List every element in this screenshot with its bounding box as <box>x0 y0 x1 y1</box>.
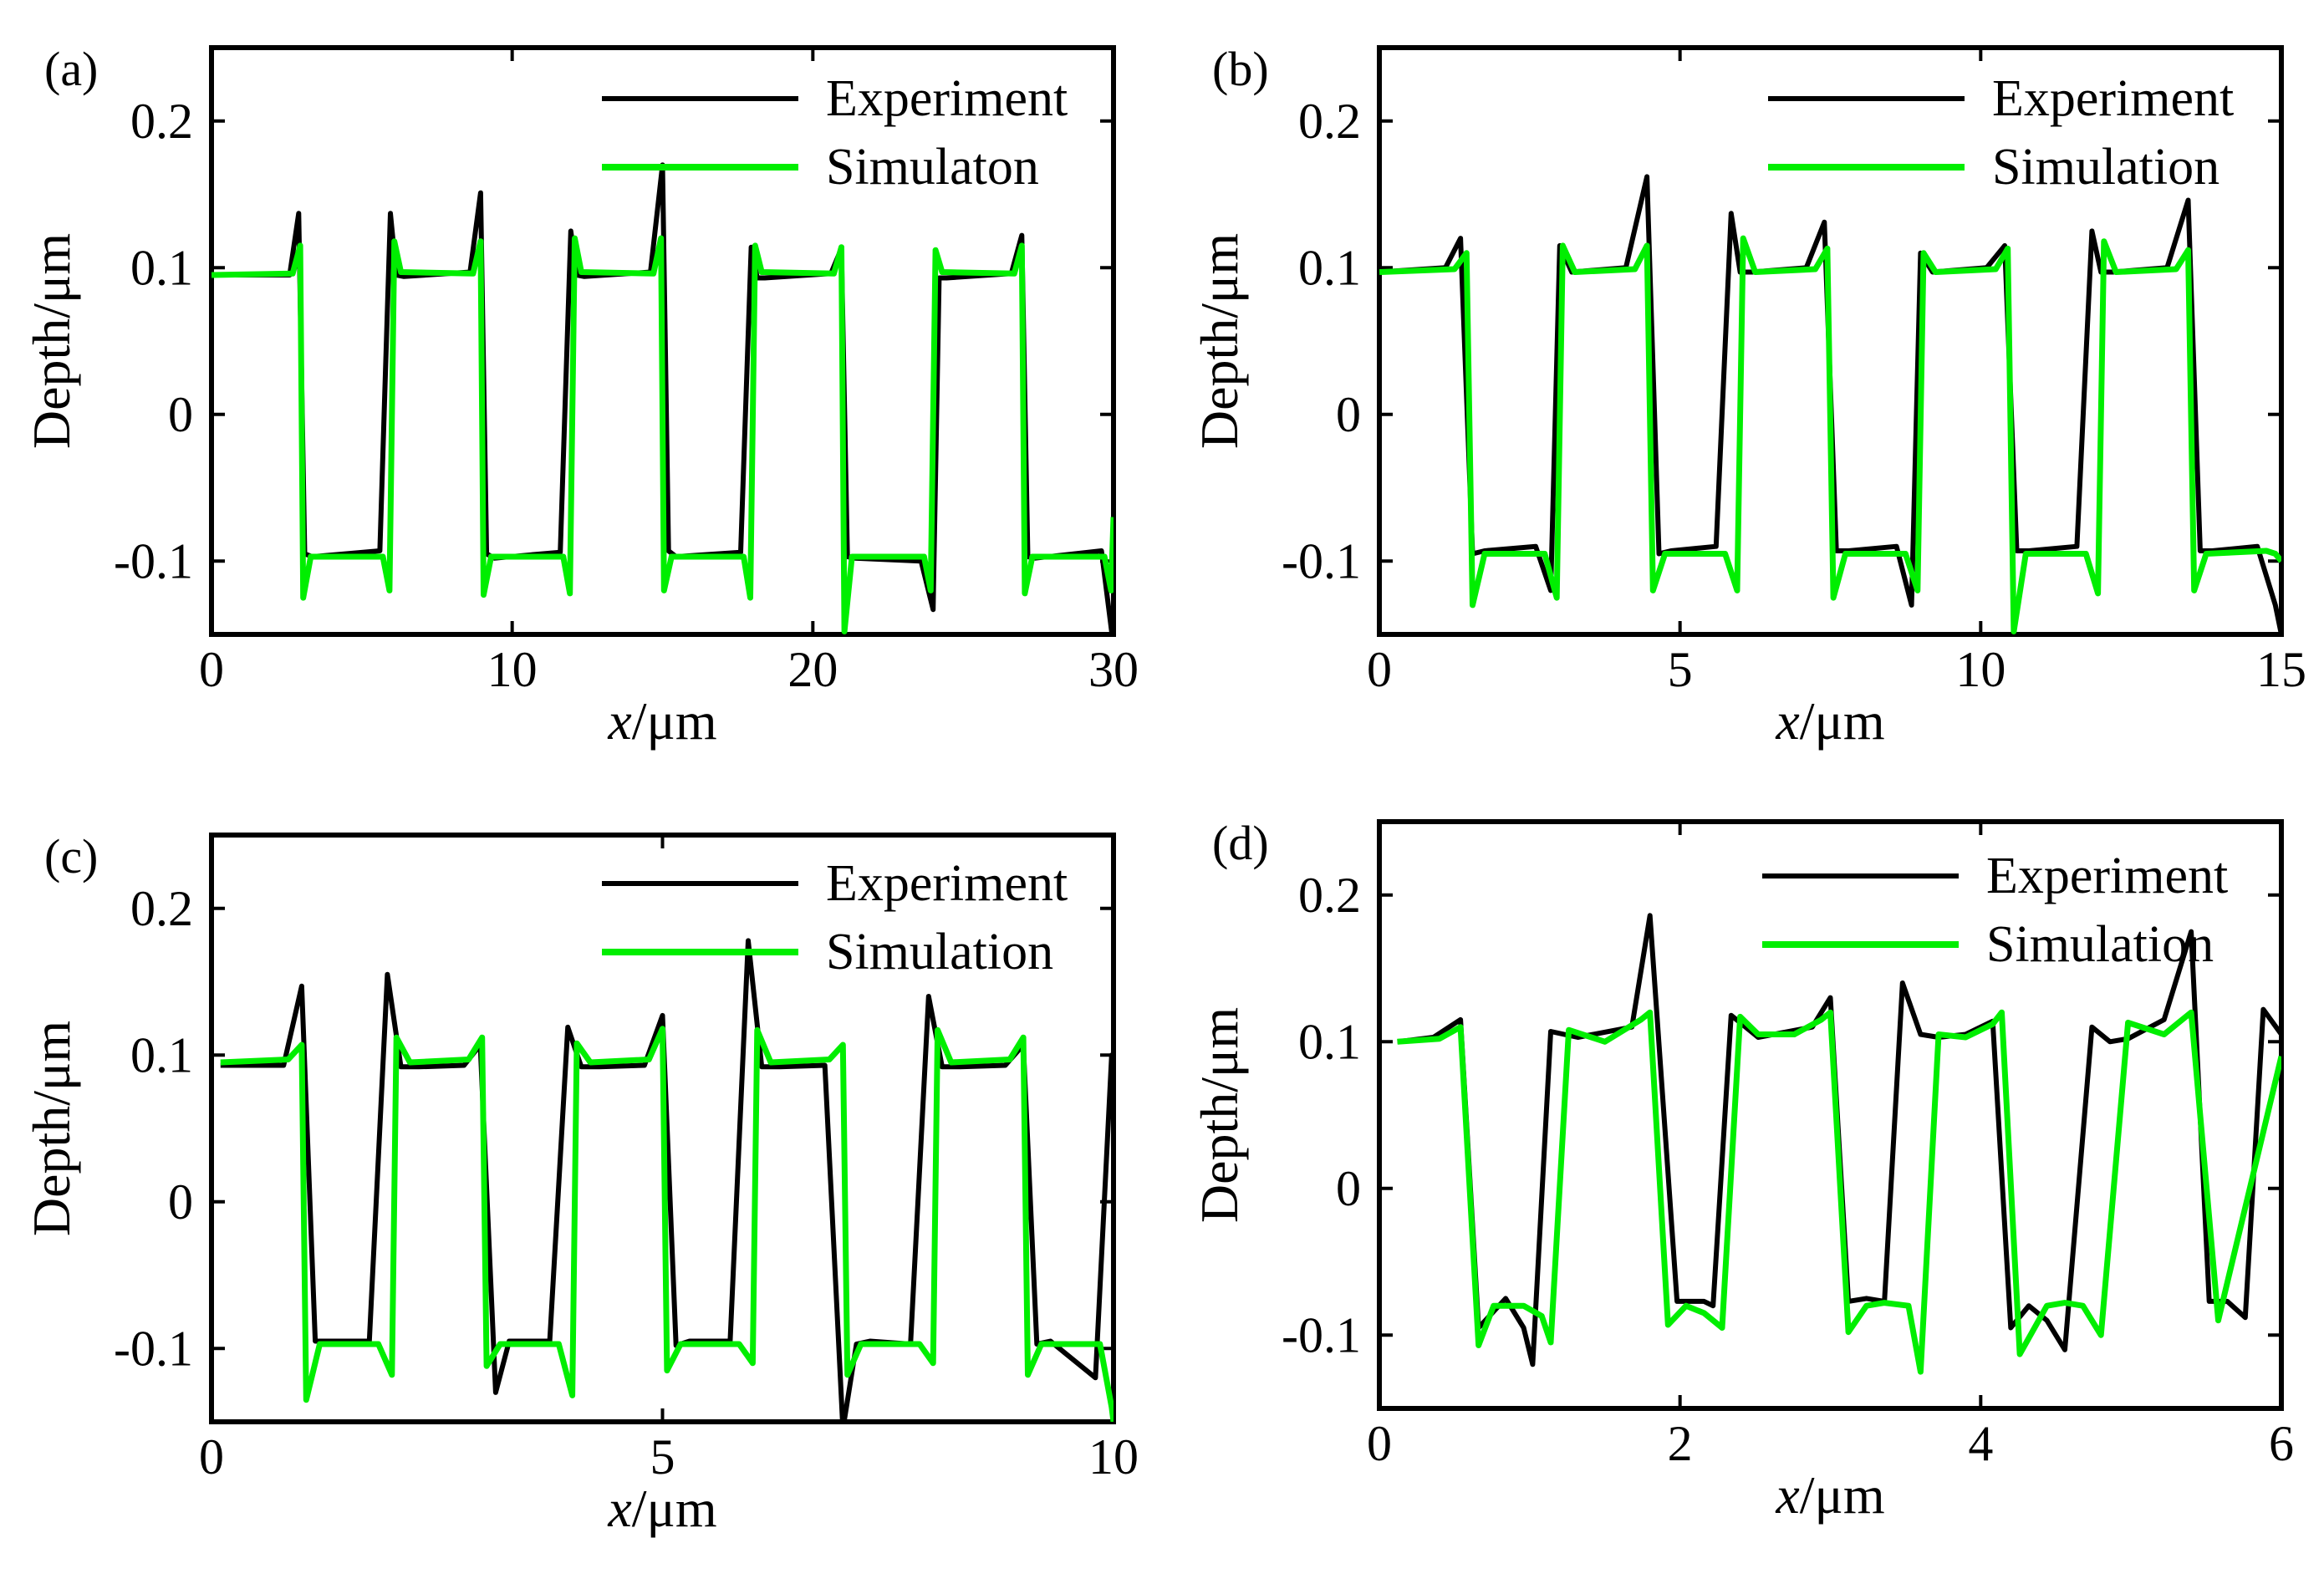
panel-c-ytick-label: 0 <box>168 1174 193 1230</box>
panel-c-ylabel: Depth/μm <box>22 1021 81 1236</box>
panel-d-xlabel: x/μm <box>1775 1465 1884 1525</box>
panel-b-label: (b) <box>1212 42 1269 96</box>
panel-c-ytick-label: -0.1 <box>114 1321 193 1376</box>
panel-d-legend-entry: Experiment <box>1986 848 2228 904</box>
panel-c-xlabel-unit: /μm <box>632 1479 717 1538</box>
panel-b-series-simulation <box>1379 235 2281 634</box>
panel-a-xlabel-var: x <box>607 691 631 751</box>
panel-b-ytick-label: 0 <box>1336 387 1361 442</box>
panel-b-axes-frame <box>1377 45 2284 637</box>
panel-d-ytick-label: 0 <box>1336 1161 1361 1216</box>
panel-a-ytick-label: 0 <box>168 387 193 442</box>
panel-d-xtick-label: 2 <box>1668 1416 1693 1471</box>
panel-a-legend-entry: Simulaton <box>826 139 1039 196</box>
panel-d-plot-area <box>1397 913 2281 1375</box>
panel-a-xtick-label: 0 <box>199 642 224 697</box>
panel-d-xlabel-var: x <box>1775 1465 1799 1525</box>
panel-a-xlabel: x/μm <box>607 691 716 751</box>
panel-d-xlabel-unit: /μm <box>1800 1465 1885 1525</box>
panel-a-xtick-label: 10 <box>487 642 538 697</box>
panel-c: 0 5 10-0.100.10.2(c)x/μmDepth/μmExperiment… <box>22 829 1139 1538</box>
panel-d-ylabel: Depth/μm <box>1190 1007 1249 1223</box>
panel-b: 0 5 10 15-0.100.10.2(b)x/μmDepth/μmExperime… <box>1190 42 2306 751</box>
panel-a-ytick-label: 0.2 <box>130 94 193 149</box>
panel-c-ytick-label: 0.2 <box>130 881 193 936</box>
panel-b-xtick-label: 10 <box>1955 642 2005 697</box>
panel-b-xtick-label: 5 <box>1668 642 1693 697</box>
panel-d-label: (d) <box>1212 816 1269 870</box>
panel-d: 0 2 4 6-0.100.10.2(d)x/μmDepth/μmExperiment… <box>1190 816 2294 1525</box>
panel-c-xlabel: x/μm <box>607 1479 716 1538</box>
panel-b-ytick-label: -0.1 <box>1282 533 1361 588</box>
panel-c-series-simulation <box>220 1026 1114 1422</box>
panel-a-series-simulaton <box>212 235 1114 634</box>
panel-c-legend-entry: Simulation <box>826 924 1053 980</box>
panel-c-ytick-label: 0.1 <box>130 1027 193 1082</box>
panel-c-xtick-label: 5 <box>650 1429 675 1485</box>
panel-a-label: (a) <box>44 42 98 96</box>
panel-b-xlabel-var: x <box>1775 691 1799 751</box>
panel-c-plot-area <box>220 938 1114 1422</box>
panel-a-plot-area <box>212 162 1114 634</box>
panel-a: 0 10 20 30-0.100.10.2(a)x/μmDepth/μmExperim… <box>22 42 1139 751</box>
panel-d-xtick-label: 0 <box>1367 1416 1392 1471</box>
panel-d-xtick-label: 6 <box>2269 1416 2294 1471</box>
panel-b-legend-entry: Experiment <box>1992 70 2234 127</box>
panel-a-ytick-label: -0.1 <box>114 533 193 588</box>
panel-d-legend-entry: Simulation <box>1986 916 2214 973</box>
panel-d-axes-frame <box>1377 819 2284 1411</box>
panel-a-xlabel-unit: /μm <box>632 691 717 751</box>
panel-d-ytick-label: 0.1 <box>1298 1014 1361 1069</box>
panel-c-legend-entry: Experiment <box>826 855 1068 912</box>
panel-b-xtick-label: 0 <box>1367 642 1392 697</box>
panel-a-xtick-label: 20 <box>787 642 838 697</box>
panel-a-xtick-label: 30 <box>1088 642 1139 697</box>
panel-a-ylabel: Depth/μm <box>22 233 81 449</box>
panel-b-xlabel: x/μm <box>1775 691 1884 751</box>
panel-b-ytick-label: 0.2 <box>1298 94 1361 149</box>
panel-b-xtick-label: 15 <box>2256 642 2306 697</box>
panel-d-ytick-label: 0.2 <box>1298 868 1361 923</box>
panel-b-xlabel-unit: /μm <box>1800 691 1885 751</box>
panel-c-xtick-label: 0 <box>199 1429 224 1485</box>
panel-a-ytick-label: 0.1 <box>130 240 193 295</box>
panel-d-series-simulation <box>1397 1009 2281 1375</box>
panel-a-legend-entry: Experiment <box>826 70 1068 127</box>
panel-c-xlabel-var: x <box>607 1479 631 1538</box>
panel-b-ylabel: Depth/μm <box>1190 233 1249 449</box>
panel-b-ytick-label: 0.1 <box>1298 240 1361 295</box>
panel-b-legend-entry: Simulation <box>1992 139 2220 196</box>
panel-c-xtick-label: 10 <box>1088 1429 1139 1485</box>
panel-b-plot-area <box>1379 174 2281 634</box>
panel-d-ytick-label: -0.1 <box>1282 1307 1361 1362</box>
panel-d-xtick-label: 4 <box>1968 1416 1993 1471</box>
panel-a-axes-frame <box>209 45 1116 637</box>
panel-c-label: (c) <box>44 829 98 884</box>
